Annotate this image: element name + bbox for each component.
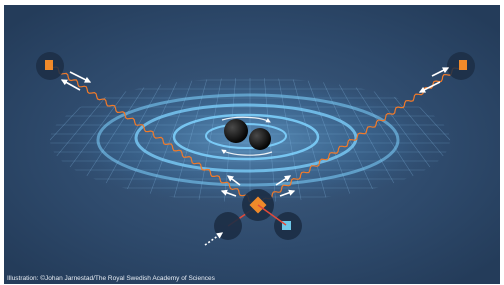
black-hole xyxy=(224,119,248,143)
caption: Illustration: ©Johan Jarnestad/The Royal… xyxy=(7,274,216,282)
page: {"caption": "Illustration: ©Johan Jarnes… xyxy=(0,0,504,285)
mirror xyxy=(45,60,53,70)
black-hole xyxy=(249,128,271,150)
mirror xyxy=(459,60,467,70)
illustration: Illustration: ©Johan Jarnestad/The Royal… xyxy=(0,0,504,285)
